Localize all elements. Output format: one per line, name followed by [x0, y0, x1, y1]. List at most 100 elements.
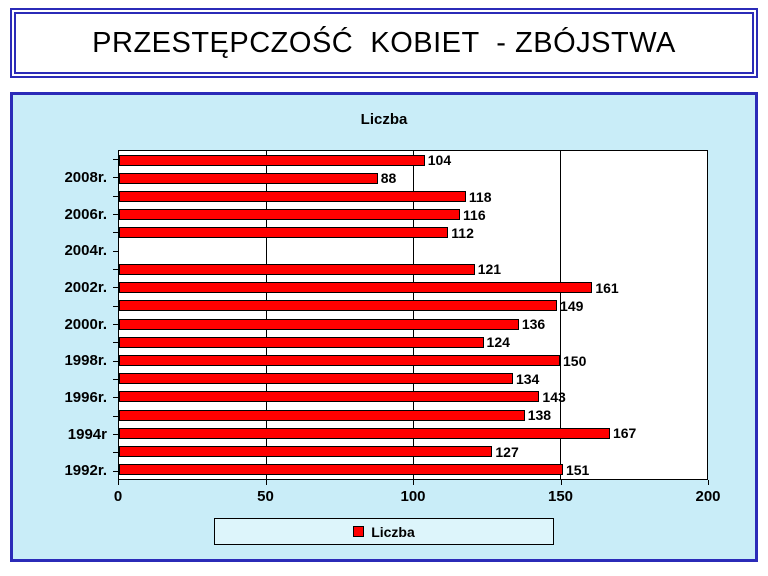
bar [119, 263, 475, 275]
y-axis-labels: 2008r. 2006r. 2004r. 2002r. 2000r. 1998r. 1996… [13, 150, 118, 480]
y-axis-tick [113, 342, 118, 344]
bar-row: 136 [119, 315, 707, 333]
bar-row: 134 [119, 370, 707, 388]
bar-value-label: 143 [542, 388, 566, 405]
bar-value-label: 121 [477, 261, 502, 278]
y-axis-label: 2000r. [64, 315, 107, 333]
y-axis-row: 2004r. [13, 242, 118, 260]
bar-value-label: 150 [563, 352, 587, 369]
bar-row: 143 [119, 388, 707, 406]
x-axis-labels: 0 50 100 150 200 [114, 480, 721, 508]
y-axis-row: 1998r. [13, 352, 118, 370]
y-axis-row [13, 150, 118, 168]
x-axis-tick [265, 480, 267, 485]
y-axis-label: 2006r. [64, 205, 107, 223]
y-axis-row [13, 297, 118, 315]
grid-line [266, 151, 267, 479]
bar-value-label: 112 [451, 224, 474, 241]
legend-swatch [353, 526, 365, 537]
y-axis-tick [113, 250, 118, 252]
bar-row: 127 [119, 443, 707, 461]
y-axis-row [13, 260, 118, 278]
y-axis-tick [113, 287, 118, 289]
bar [119, 209, 461, 221]
bar-row: 116 [119, 206, 707, 224]
y-axis-row: 2006r. [13, 205, 118, 223]
bar-row: 124 [119, 333, 707, 351]
bar [119, 373, 513, 385]
bar-value-label: 118 [468, 188, 492, 205]
y-axis-tick [113, 379, 118, 381]
x-axis-label: 200 [695, 488, 721, 505]
bar [119, 446, 493, 458]
bar-value-label: 127 [495, 443, 519, 460]
bar-value-label: 124 [486, 334, 510, 351]
bar [119, 191, 466, 203]
bar-row [119, 242, 707, 260]
y-axis-tick [113, 214, 118, 216]
y-axis-label: 2008r. [64, 168, 107, 186]
y-axis-row [13, 187, 118, 205]
x-axis-tick [413, 480, 414, 485]
bar [119, 391, 540, 403]
y-axis-row: 2008r. [13, 168, 118, 186]
y-axis-row: 1992r. [13, 462, 118, 480]
bar [119, 409, 525, 421]
bar-value-label: 104 [427, 152, 452, 169]
grid-line [560, 151, 561, 479]
y-axis-row [13, 223, 118, 241]
chart-panel: Liczba 2008r. 2006r. 2004r. 2002r. 2000r. 199… [10, 92, 758, 562]
bar-row: 121 [119, 260, 707, 278]
grid-line [413, 151, 414, 479]
bar-value-label: 116 [463, 206, 486, 223]
bar-row: 161 [119, 279, 707, 297]
bar-row: 118 [119, 187, 707, 205]
bar-row: 149 [119, 297, 707, 315]
bar [119, 154, 425, 166]
x-axis-label: 150 [547, 488, 574, 505]
bar [119, 227, 449, 239]
y-axis-row: 1996r. [13, 388, 118, 406]
y-axis-row [13, 333, 118, 351]
x-axis-label: 0 [113, 488, 123, 505]
x-axis-tick [118, 480, 119, 485]
y-axis-label: 1996r. [64, 388, 107, 406]
bar-value-label: 151 [565, 461, 590, 478]
bar-value-label: 88 [380, 170, 397, 187]
bar [119, 282, 593, 294]
bar-value-label: 161 [595, 279, 619, 296]
y-axis-row: 2000r. [13, 315, 118, 333]
y-axis-tick [113, 177, 118, 179]
y-axis-row [13, 443, 118, 461]
chart-title: Liczba [360, 111, 408, 128]
bar-value-label: 149 [560, 297, 584, 314]
x-axis-label: 50 [257, 488, 274, 505]
plot-area: 104 88 118 116 112 121 161 149 136 124 150 134 143 13… [118, 150, 708, 480]
bar-row: 112 [119, 224, 707, 242]
y-axis-row [13, 407, 118, 425]
page-title: PRZESTĘPCZOŚĆ KOBIET - ZBÓJSTWA [10, 8, 758, 78]
page-title-text: PRZESTĘPCZOŚĆ KOBIET - ZBÓJSTWA [92, 26, 676, 59]
y-axis-label: 1994r [67, 425, 107, 443]
y-axis-tick [113, 470, 118, 472]
bar-row: 104 [119, 151, 707, 169]
y-axis-row [13, 370, 118, 388]
y-axis-label: 2002r. [64, 278, 107, 296]
y-axis-tick [113, 232, 118, 234]
y-axis-tick [113, 360, 118, 362]
y-axis-tick [113, 195, 118, 197]
y-axis-row: 1994r [13, 425, 118, 443]
y-axis-tick [113, 434, 118, 436]
bar-value-label: 167 [612, 425, 637, 442]
y-axis-tick [113, 159, 118, 161]
y-axis-tick [113, 397, 118, 399]
x-axis-tick [560, 480, 562, 485]
y-axis-tick [113, 305, 118, 307]
bar [119, 427, 610, 439]
bar-row: 88 [119, 169, 707, 187]
x-axis-tick [708, 480, 709, 485]
bar [119, 336, 484, 348]
y-axis-tick [113, 269, 118, 271]
bar-value-label: 136 [521, 316, 546, 333]
legend-label: Liczba [371, 523, 415, 540]
